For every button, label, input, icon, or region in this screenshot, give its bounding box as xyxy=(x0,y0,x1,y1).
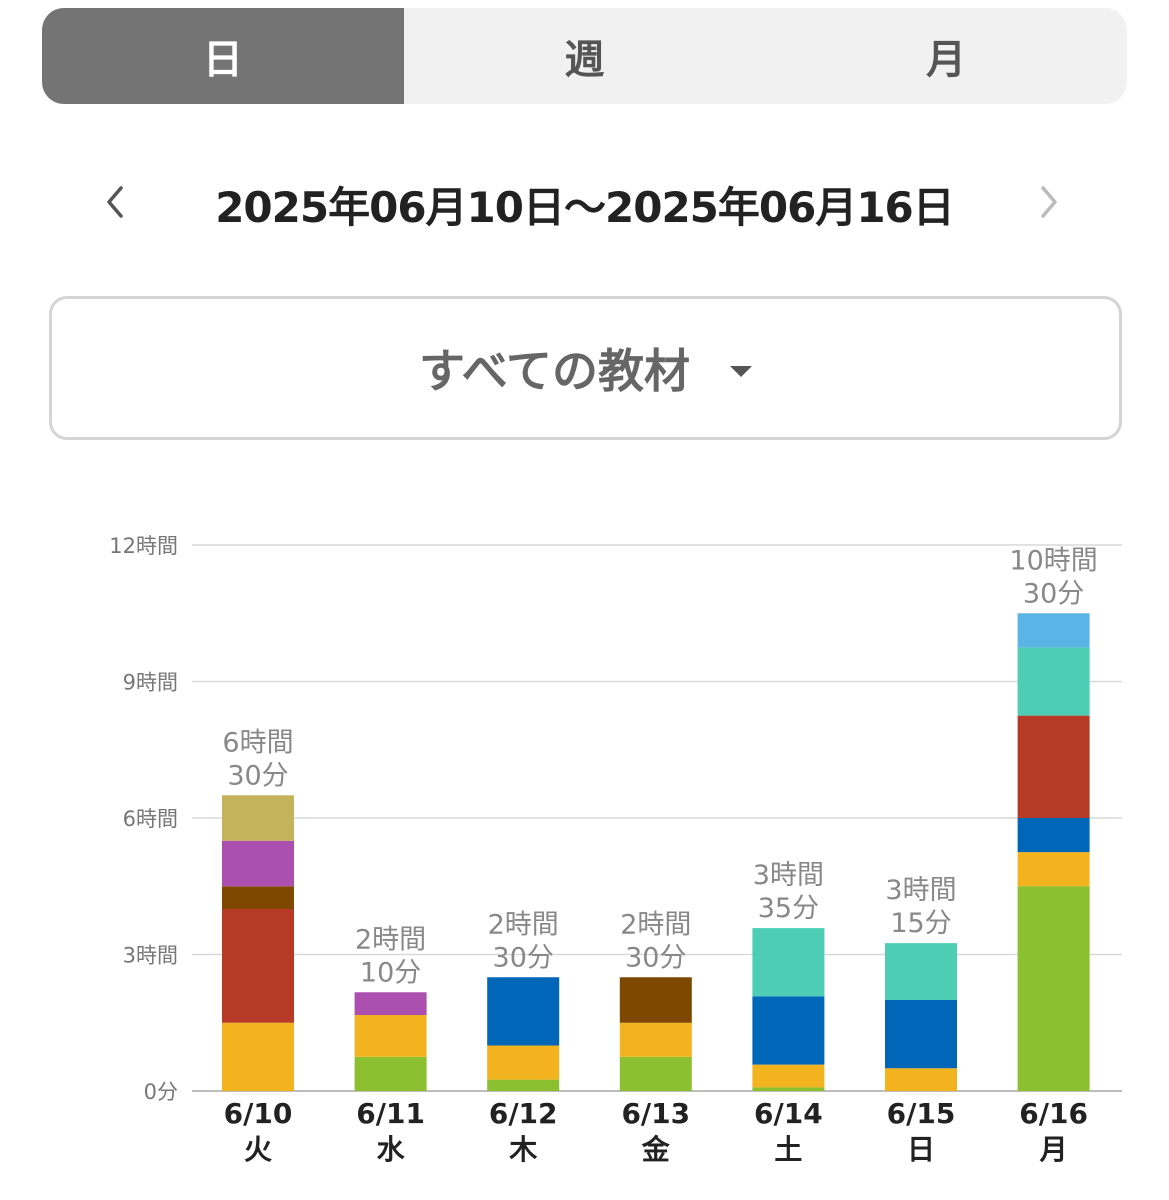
bar-total-label: 2時間 xyxy=(620,909,691,940)
tab-day[interactable]: 日 xyxy=(42,8,404,104)
bar-total-label: 15分 xyxy=(890,908,951,939)
bar-segment xyxy=(619,977,692,1023)
bar-total-label: 6時間 xyxy=(222,727,293,758)
bar-segment xyxy=(619,1022,692,1057)
bar-segment xyxy=(885,1068,957,1091)
bar-segment xyxy=(222,795,294,841)
y-tick-label: 9時間 xyxy=(123,671,178,695)
x-tick-date: 6/16 xyxy=(1019,1097,1088,1130)
bar-segment xyxy=(487,1079,560,1091)
x-tick-weekday: 月 xyxy=(1039,1133,1068,1166)
bar-segment xyxy=(354,1015,427,1057)
date-range-label: 2025年06月10日～2025年06月16日 xyxy=(215,183,955,232)
x-tick-weekday: 水 xyxy=(377,1133,406,1166)
date-navigator: 2025年06月10日～2025年06月16日 xyxy=(0,160,1169,244)
bar-segment xyxy=(354,1056,427,1091)
period-tabs: 日 週 月 xyxy=(42,8,1127,104)
x-tick-date: 6/13 xyxy=(621,1097,690,1130)
bar-segment xyxy=(1017,852,1090,887)
y-tick-label: 12時間 xyxy=(109,534,178,558)
x-axis-labels: 6/10火 6/11水 6/12木 6/13金 6/14土 6/15日 6/16月 xyxy=(224,1097,1088,1166)
bar-total-label: 10分 xyxy=(360,957,421,988)
bar-total-label: 2時間 xyxy=(488,909,559,940)
tab-week[interactable]: 週 xyxy=(564,37,605,83)
chevron-left-icon xyxy=(107,186,123,218)
bar-segment xyxy=(752,1087,825,1091)
bar-segment xyxy=(222,886,294,909)
bar-stack[interactable] xyxy=(619,977,692,1091)
next-period-button[interactable] xyxy=(1018,172,1078,232)
bar-total-label: 35分 xyxy=(758,893,819,924)
y-axis-ticks: 0分 3時間 6時間 9時間 12時間 xyxy=(109,534,178,1104)
caret-down-icon xyxy=(729,365,752,377)
bar-segment xyxy=(752,996,825,1065)
y-tick-label: 6時間 xyxy=(123,807,178,831)
bar-segment xyxy=(222,909,294,1023)
bar-segment xyxy=(885,943,957,1000)
bar-segment xyxy=(222,840,294,887)
bar-segment xyxy=(619,1056,692,1091)
material-selector[interactable]: すべての教材 xyxy=(49,296,1122,440)
chart-bars xyxy=(222,613,1090,1091)
bar-stack[interactable] xyxy=(1017,613,1090,1091)
bar-total-label: 30分 xyxy=(1023,578,1084,609)
x-tick-weekday: 金 xyxy=(641,1133,671,1166)
bar-total-label: 30分 xyxy=(493,942,554,973)
bar-total-label: 2時間 xyxy=(355,924,426,955)
x-tick-date: 6/15 xyxy=(887,1097,956,1130)
x-tick-date: 6/12 xyxy=(489,1097,558,1130)
x-tick-date: 6/14 xyxy=(754,1097,823,1130)
bar-stack[interactable] xyxy=(885,943,957,1091)
x-tick-weekday: 土 xyxy=(774,1133,802,1166)
bar-stack[interactable] xyxy=(487,977,560,1091)
bar-segment xyxy=(354,992,427,1016)
material-selector-label: すべての教材 xyxy=(419,344,690,398)
y-tick-label: 0分 xyxy=(144,1080,178,1104)
bar-total-label: 10時間 xyxy=(1009,545,1097,576)
x-tick-date: 6/10 xyxy=(224,1097,293,1130)
bar-segment xyxy=(1017,613,1090,648)
bar-segment xyxy=(222,1022,294,1091)
bar-segment xyxy=(752,928,825,997)
bar-segment xyxy=(1017,647,1090,716)
x-tick-weekday: 火 xyxy=(244,1133,272,1166)
bar-total-label: 3時間 xyxy=(753,860,824,891)
previous-period-button[interactable] xyxy=(86,172,146,232)
bar-segment xyxy=(752,1064,825,1088)
y-tick-label: 3時間 xyxy=(123,944,178,968)
bar-segment xyxy=(1017,886,1090,1091)
bar-stack[interactable] xyxy=(222,795,294,1091)
tab-month[interactable]: 月 xyxy=(926,37,967,83)
x-tick-weekday: 木 xyxy=(508,1133,537,1166)
bar-stack[interactable] xyxy=(354,992,427,1091)
bar-segment xyxy=(487,1045,560,1080)
chevron-right-icon xyxy=(1041,186,1057,218)
bar-segment xyxy=(1017,818,1090,853)
chart-gridlines xyxy=(192,544,1122,1092)
x-tick-weekday: 日 xyxy=(907,1133,935,1166)
x-tick-date: 6/11 xyxy=(356,1097,425,1130)
bar-stack[interactable] xyxy=(752,928,825,1091)
bar-total-label: 3時間 xyxy=(885,875,956,906)
bar-total-label: 30分 xyxy=(227,760,288,791)
bar-segment xyxy=(1017,715,1090,818)
bar-segment xyxy=(487,977,560,1046)
bar-total-labels: 6時間30分2時間10分2時間30分2時間30分3時間35分3時間15分10時間… xyxy=(222,545,1097,988)
bar-segment xyxy=(885,1000,957,1069)
bar-total-label: 30分 xyxy=(625,942,686,973)
